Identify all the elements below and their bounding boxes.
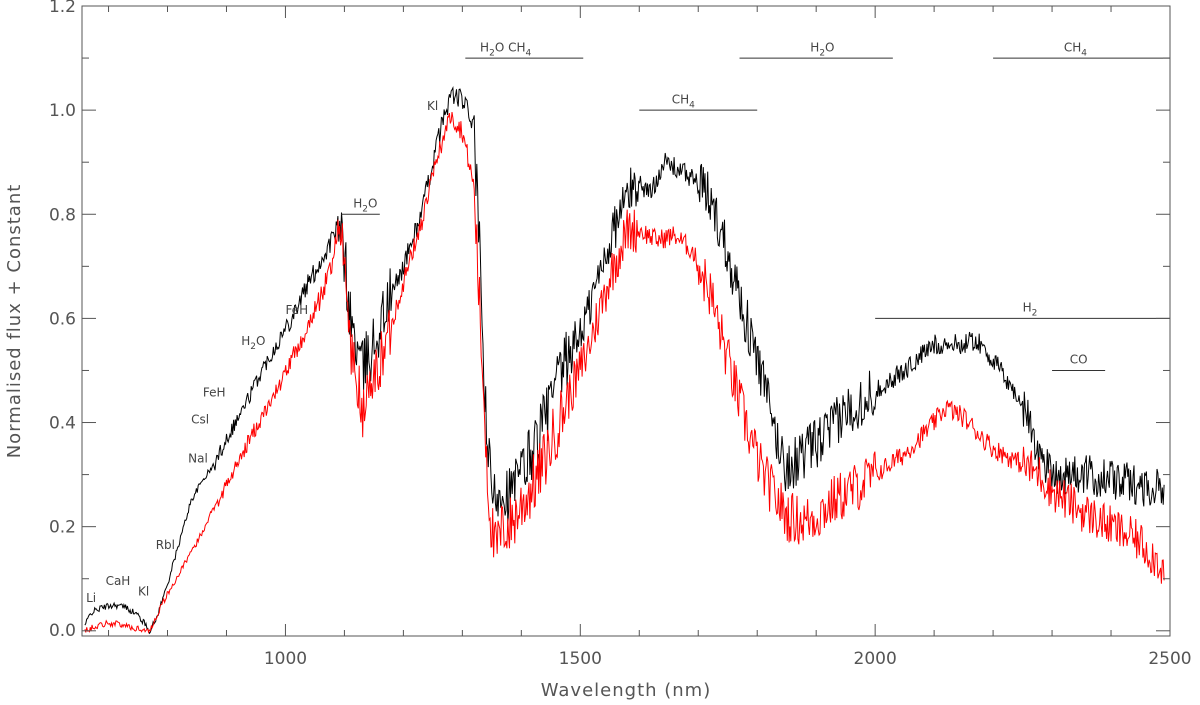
band-label-1: H2O CH4: [480, 40, 531, 58]
series-line-2: [84, 112, 1165, 634]
x-tick-label: 1000: [264, 649, 307, 669]
feature-label-6: Nal: [188, 452, 208, 466]
series-line-1: [84, 85, 1165, 635]
feature-label-2: FeH: [285, 303, 308, 317]
feature-label-1: Kl: [427, 99, 438, 113]
band-label-5: H2O: [353, 196, 377, 214]
x-tick-label: 2500: [1148, 649, 1191, 669]
x-tick-label: 2000: [854, 649, 897, 669]
y-tick-label: 1.0: [49, 101, 76, 121]
band-label-2: H2O: [810, 40, 834, 58]
band-label-7: CO: [1070, 353, 1088, 367]
feature-label-5: Csl: [191, 413, 209, 427]
ticks-layer: 1000 1500 2000 2500 0.0 0.2 0.4 0.6 0.8 1.0 1.2: [49, 0, 1192, 669]
feature-label-4: FeH: [203, 385, 226, 399]
feature-label-3: H2O: [241, 334, 265, 352]
feature-label-10: Li: [86, 591, 96, 605]
x-axis-title: Wavelength (nm): [541, 680, 712, 701]
series-layer: [84, 85, 1165, 635]
y-tick-label: 0.2: [49, 518, 76, 538]
y-tick-label: 0.8: [49, 205, 76, 225]
band-label-3: CH4: [1064, 40, 1087, 58]
feature-label-7: Rbl: [156, 538, 175, 552]
y-tick-label: 0.6: [49, 309, 76, 329]
x-tick-label: 1500: [559, 649, 602, 669]
band-label-4: CH4: [672, 92, 695, 110]
y-axis-title: Normalised flux + Constant: [4, 184, 25, 459]
feature-label-9: CaH: [106, 574, 131, 588]
y-tick-label: 0.4: [49, 414, 76, 434]
y-tick-label: 0.0: [49, 621, 76, 641]
annotation-layer: H2O CH4 H2O CH4 CH4 H2O H2 CO Kl FeH H2O FeH Csl Nal…: [86, 40, 1170, 605]
feature-label-8: Kl: [138, 584, 149, 598]
y-tick-label: 1.2: [49, 0, 76, 17]
plot-frame: [81, 5, 1171, 637]
band-label-6: H2: [1023, 301, 1038, 319]
